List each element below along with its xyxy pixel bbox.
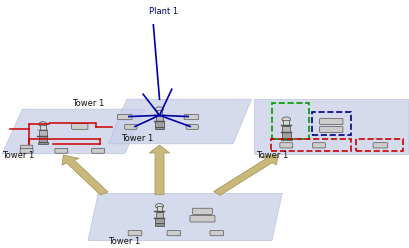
Text: Tower 1: Tower 1 [2,151,34,160]
Bar [38,136,48,137]
Polygon shape [254,99,408,154]
FancyBboxPatch shape [280,143,293,148]
Text: Tower 1: Tower 1 [72,99,104,108]
FancyBboxPatch shape [20,145,33,150]
FancyBboxPatch shape [210,230,224,236]
Polygon shape [213,155,278,195]
Bar [282,132,291,138]
Circle shape [155,204,164,209]
Polygon shape [149,145,170,195]
Bar [356,139,403,151]
Text: Tower 1: Tower 1 [256,151,288,160]
Polygon shape [108,99,252,144]
Bar [281,125,292,126]
Bar [281,138,292,140]
FancyBboxPatch shape [373,143,388,148]
Bar [157,207,162,212]
FancyBboxPatch shape [320,119,343,124]
Circle shape [282,117,290,122]
Bar [40,125,46,130]
Bar [156,115,163,121]
Bar [281,132,292,133]
Bar [312,112,351,135]
Bar [283,125,290,132]
Bar [154,211,165,212]
Text: Plant 1: Plant 1 [149,7,178,16]
Bar [272,103,309,139]
FancyBboxPatch shape [117,114,132,120]
Polygon shape [2,109,145,154]
FancyBboxPatch shape [92,148,105,153]
Bar [38,142,48,144]
Bar [155,218,164,223]
Bar [283,120,290,125]
Bar [38,136,47,142]
FancyBboxPatch shape [167,230,181,236]
Bar [155,223,164,226]
Bar [155,127,164,129]
Polygon shape [62,155,108,195]
FancyBboxPatch shape [20,148,33,153]
Bar [154,115,165,116]
Text: Tower 1: Tower 1 [121,134,153,143]
FancyBboxPatch shape [184,114,199,120]
Bar [154,121,165,122]
Bar [39,130,47,136]
FancyBboxPatch shape [320,126,343,132]
Bar [156,212,163,218]
Bar [271,139,351,151]
FancyBboxPatch shape [72,124,88,129]
FancyBboxPatch shape [190,216,215,222]
FancyBboxPatch shape [55,148,68,153]
Bar [38,129,48,130]
Bar [157,110,162,115]
FancyBboxPatch shape [186,125,198,129]
FancyBboxPatch shape [312,143,326,148]
Polygon shape [88,193,282,241]
FancyBboxPatch shape [193,208,212,214]
FancyBboxPatch shape [128,230,142,236]
Circle shape [39,122,47,127]
FancyBboxPatch shape [125,125,137,129]
Bar [155,121,164,127]
Text: Tower 1: Tower 1 [108,237,141,246]
Circle shape [155,107,164,112]
